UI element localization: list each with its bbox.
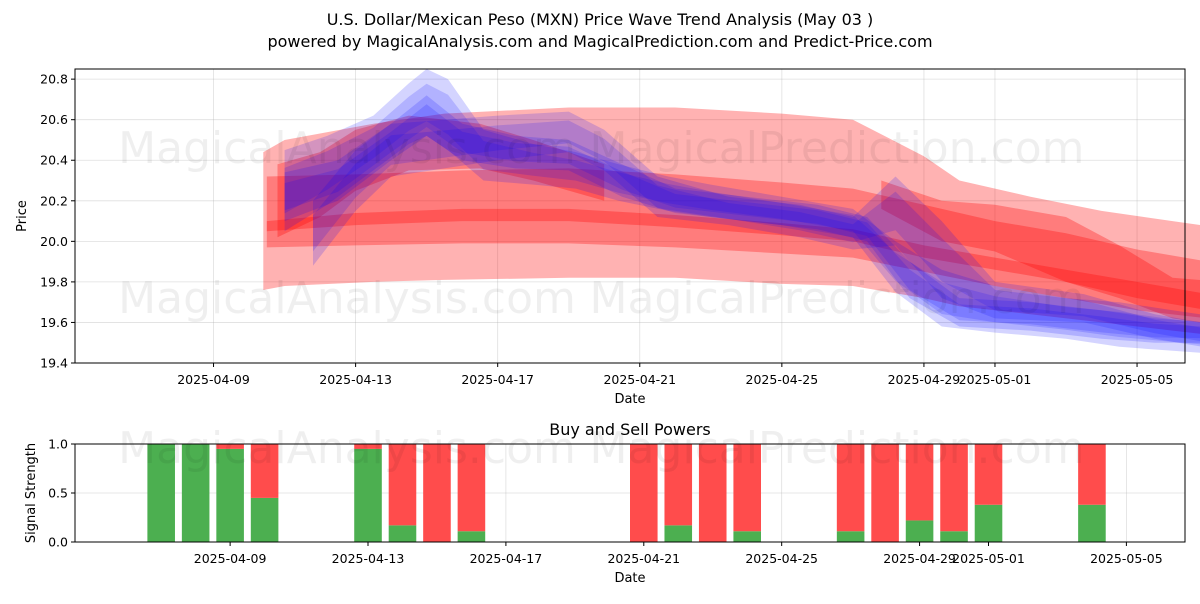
sell-bar bbox=[664, 444, 693, 526]
blue-band-3 bbox=[313, 111, 1200, 347]
price-y-tick-label: 20.4 bbox=[40, 153, 68, 168]
signal-x-tick-label: 2025-05-05 bbox=[1090, 551, 1163, 566]
signal-y-tick-label: 0.0 bbox=[48, 535, 68, 550]
sell-bar bbox=[733, 444, 761, 532]
price-y-tick-label: 20.2 bbox=[40, 193, 68, 208]
signal-y-tick-label: 0.5 bbox=[48, 486, 68, 501]
buy-bar bbox=[457, 531, 486, 542]
red-band-late bbox=[881, 180, 1200, 323]
buy-bar bbox=[940, 531, 968, 542]
buy-bar bbox=[147, 444, 175, 542]
signal-x-tick-label: 2025-04-17 bbox=[470, 551, 543, 566]
sell-bar bbox=[630, 444, 658, 542]
watermark-analysis-top: MagicalAnalysis.com bbox=[118, 123, 576, 174]
sell-bar bbox=[940, 444, 968, 532]
price-y-tick-label: 20.6 bbox=[40, 112, 68, 127]
watermark-prediction-bottom: MagicalPrediction.com bbox=[590, 423, 1085, 474]
watermark-prediction-mid: MagicalPrediction.com bbox=[590, 273, 1085, 324]
signal-chart-title: Buy and Sell Powers bbox=[549, 420, 711, 439]
blue-band-1-core bbox=[284, 83, 1200, 345]
buy-bar bbox=[181, 444, 210, 542]
sell-bar bbox=[974, 444, 1003, 505]
blue-band-1 bbox=[284, 69, 1200, 353]
buy-bar bbox=[216, 448, 244, 542]
price-x-tick-label: 2025-04-13 bbox=[319, 372, 392, 387]
sell-bar bbox=[836, 444, 865, 532]
price-grid bbox=[75, 69, 1185, 364]
price-axes-frame bbox=[74, 68, 1186, 364]
blue-band-3-core bbox=[313, 120, 1200, 342]
price-y-tick-label: 19.6 bbox=[40, 315, 68, 330]
sell-bar bbox=[250, 444, 279, 498]
red-band-upper bbox=[266, 168, 1200, 309]
price-x-tick-label: 2025-05-01 bbox=[959, 372, 1032, 387]
sell-bar bbox=[216, 444, 244, 449]
signal-x-tick-label: 2025-05-01 bbox=[952, 551, 1025, 566]
signal-y-axis-label: Signal Strength bbox=[24, 443, 39, 543]
red-band-lower bbox=[266, 208, 1200, 318]
price-x-tick-label: 2025-04-25 bbox=[746, 372, 819, 387]
watermark-analysis-bottom: MagicalAnalysis.com bbox=[118, 423, 576, 474]
sell-bar bbox=[698, 444, 727, 542]
sell-bar bbox=[1078, 444, 1106, 505]
signal-x-tick-label: 2025-04-21 bbox=[607, 551, 680, 566]
watermark-analysis-mid: MagicalAnalysis.com bbox=[118, 273, 576, 324]
price-x-tick-label: 2025-04-09 bbox=[177, 372, 250, 387]
sell-bar bbox=[354, 444, 382, 449]
signal-x-tick-label: 2025-04-25 bbox=[745, 551, 818, 566]
signal-x-tick-label: 2025-04-09 bbox=[194, 551, 267, 566]
price-y-axis-label: Price bbox=[15, 200, 30, 232]
sell-bar bbox=[423, 444, 451, 542]
signal-y-tick-label: 1.0 bbox=[48, 437, 68, 452]
signal-bars bbox=[147, 444, 1106, 542]
sell-bar bbox=[905, 444, 934, 521]
buy-bar bbox=[250, 497, 279, 542]
sell-bar bbox=[388, 444, 417, 526]
signal-x-axis-label: Date bbox=[614, 571, 645, 586]
chart-subtitle: powered by MagicalAnalysis.com and Magic… bbox=[267, 32, 932, 51]
price-x-tick-label: 2025-04-17 bbox=[461, 372, 534, 387]
price-y-tick-label: 19.4 bbox=[40, 356, 68, 371]
price-y-tick-label: 20.8 bbox=[40, 72, 68, 87]
buy-bar bbox=[733, 531, 761, 542]
price-wave-bands bbox=[263, 69, 1200, 353]
price-x-tick-label: 2025-05-05 bbox=[1101, 372, 1174, 387]
blue-band-2 bbox=[284, 95, 1200, 343]
price-x-tick-label: 2025-04-21 bbox=[603, 372, 676, 387]
price-y-ticks: 19.4 19.6 19.8 20.0 20.2 20.4 20.6 20.8 bbox=[40, 72, 75, 371]
watermark-prediction-top: MagicalPrediction.com bbox=[590, 123, 1085, 174]
red-band-mid bbox=[277, 115, 605, 238]
price-x-tick-label: 2025-04-29 bbox=[888, 372, 961, 387]
signal-y-ticks: 0.0 0.5 1.0 bbox=[48, 437, 75, 550]
buy-bar bbox=[905, 520, 934, 542]
red-band-wide bbox=[263, 107, 1200, 334]
buy-bar bbox=[1078, 504, 1106, 542]
signal-x-tick-label: 2025-04-13 bbox=[332, 551, 405, 566]
price-y-tick-label: 19.8 bbox=[40, 274, 68, 289]
chart-title: U.S. Dollar/Mexican Peso (MXN) Price Wav… bbox=[327, 10, 874, 29]
sell-bar bbox=[457, 444, 486, 532]
buy-bar bbox=[388, 525, 417, 542]
price-y-tick-label: 20.0 bbox=[40, 234, 68, 249]
buy-bar bbox=[836, 531, 865, 542]
price-x-ticks: 2025-04-09 2025-04-13 2025-04-17 2025-04-21… bbox=[177, 363, 1173, 387]
signal-x-ticks: 2025-04-09 2025-04-13 2025-04-17 2025-04-21… bbox=[194, 542, 1163, 566]
buy-bar bbox=[354, 448, 382, 542]
price-x-axis-label: Date bbox=[614, 392, 645, 407]
buy-bar bbox=[664, 525, 693, 542]
sell-bar bbox=[871, 444, 899, 542]
buy-bar bbox=[974, 504, 1003, 542]
signal-x-tick-label: 2025-04-29 bbox=[883, 551, 956, 566]
